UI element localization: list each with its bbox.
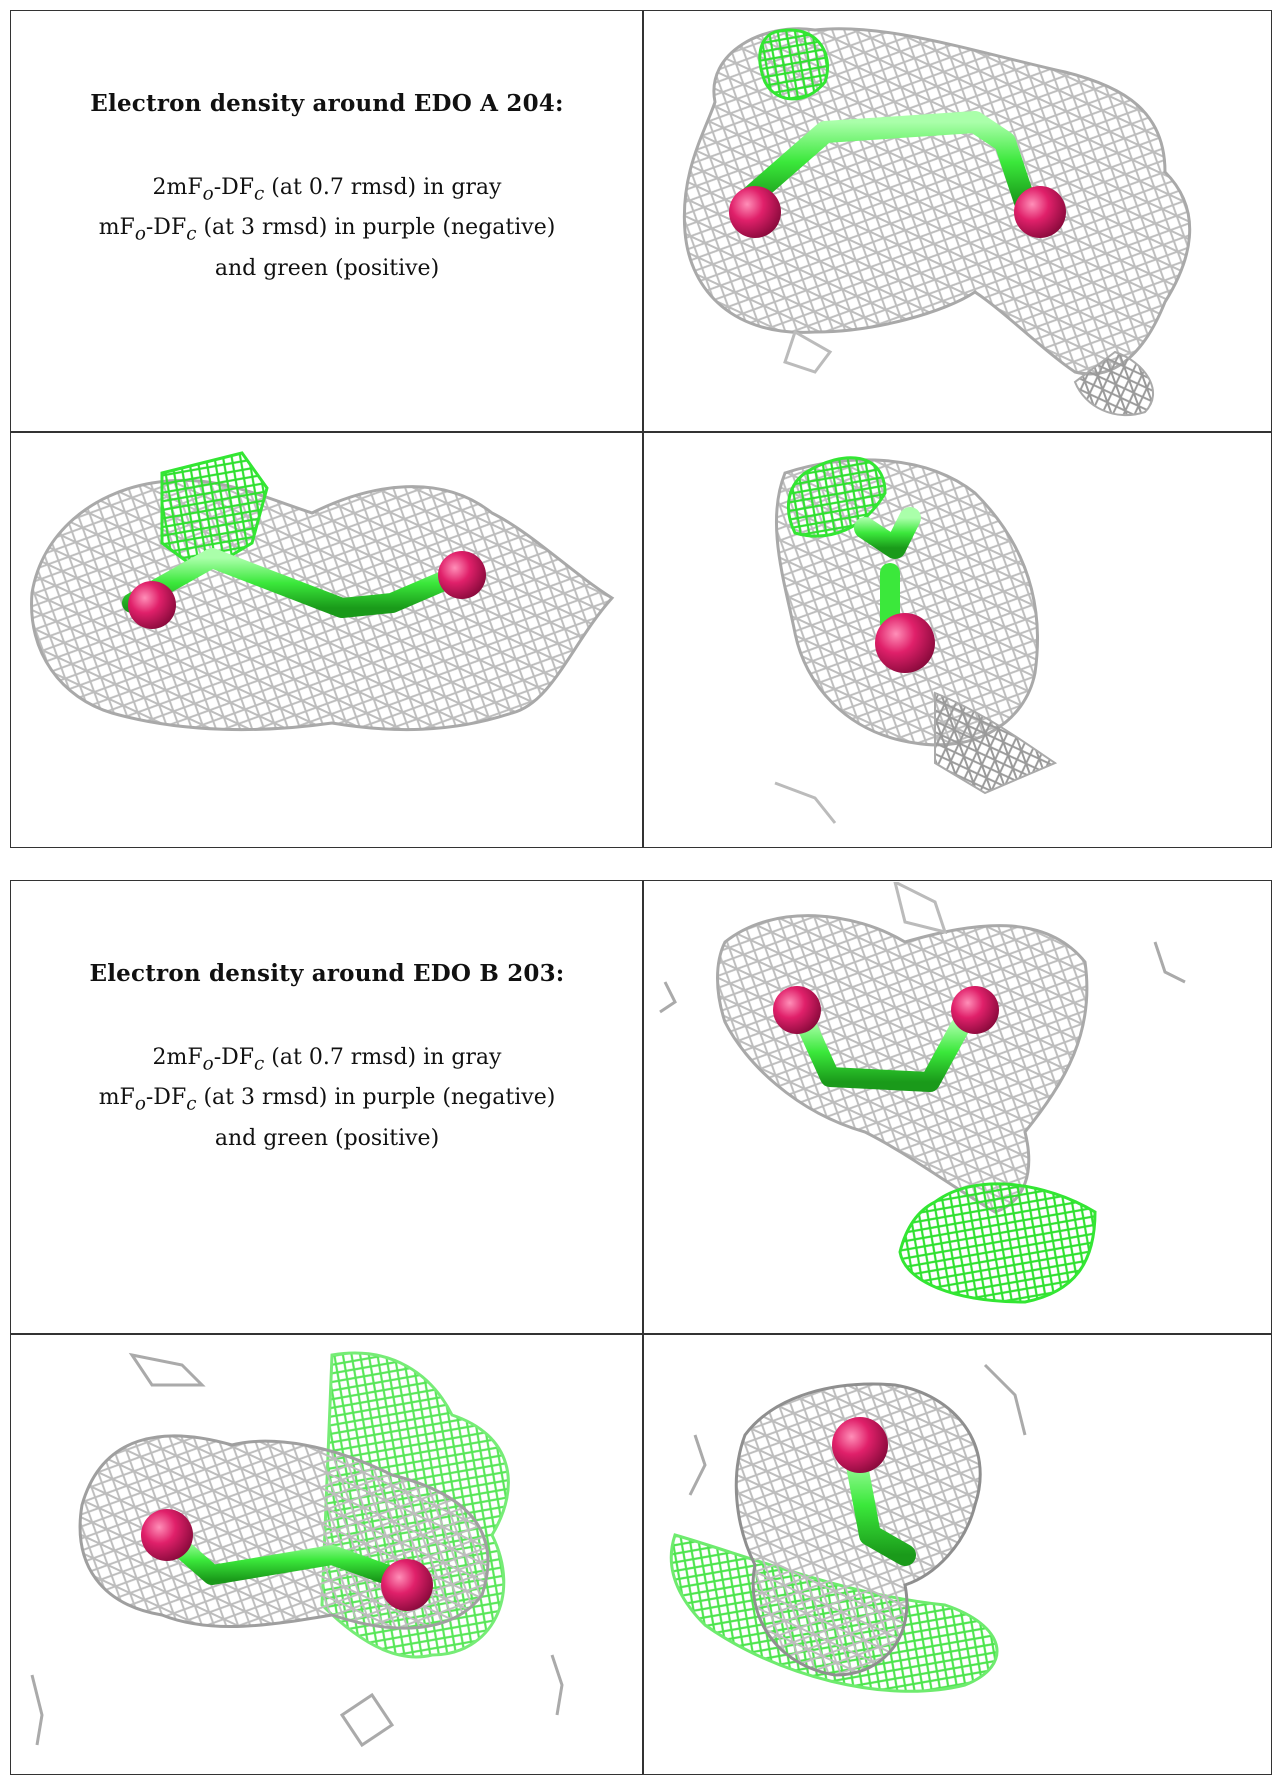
table2-horizontal-divider [10, 1333, 1272, 1335]
table1-line3: and green (positive) [214, 255, 440, 281]
table1-line1: 2mFo-DFc (at 0.7 rmsd) in gray [152, 175, 502, 205]
table2-caption: Electron density around EDO B 203: 2mFo-… [12, 960, 642, 1156]
table2-line1: 2mFo-DFc (at 0.7 rmsd) in gray [152, 1045, 502, 1075]
a204-view1-render [682, 27, 1192, 417]
table1-vertical-divider [642, 10, 644, 848]
table2-title: Electron density around EDO B 203: [89, 960, 565, 987]
table1-title: Electron density around EDO A 204: [90, 90, 564, 117]
table1-caption: Electron density around EDO A 204: 2mFo-… [12, 90, 642, 286]
density-table-a204 [10, 10, 1272, 848]
b203-view1-render [659, 882, 1186, 1304]
table2-line2: mFo-DFc (at 3 rmsd) in purple (negative) [98, 1085, 556, 1115]
b203-view2-render [30, 1351, 564, 1748]
a204-view3-render [774, 456, 1058, 824]
table2-vertical-divider [642, 880, 644, 1775]
a204-density-view-1 [645, 12, 1270, 430]
b203-density-view-2 [12, 1335, 640, 1773]
b203-view3-render [669, 1363, 1027, 1693]
table1-horizontal-divider [10, 431, 1272, 433]
a204-density-view-2 [12, 433, 640, 846]
b203-density-view-1 [645, 882, 1270, 1332]
density-table-b203 [10, 880, 1272, 1775]
table2-line3: and green (positive) [214, 1125, 440, 1151]
a204-density-view-3 [645, 433, 1270, 846]
a204-view2-render [30, 451, 615, 732]
table1-line2: mFo-DFc (at 3 rmsd) in purple (negative) [98, 215, 556, 245]
b203-density-view-3 [645, 1335, 1270, 1773]
